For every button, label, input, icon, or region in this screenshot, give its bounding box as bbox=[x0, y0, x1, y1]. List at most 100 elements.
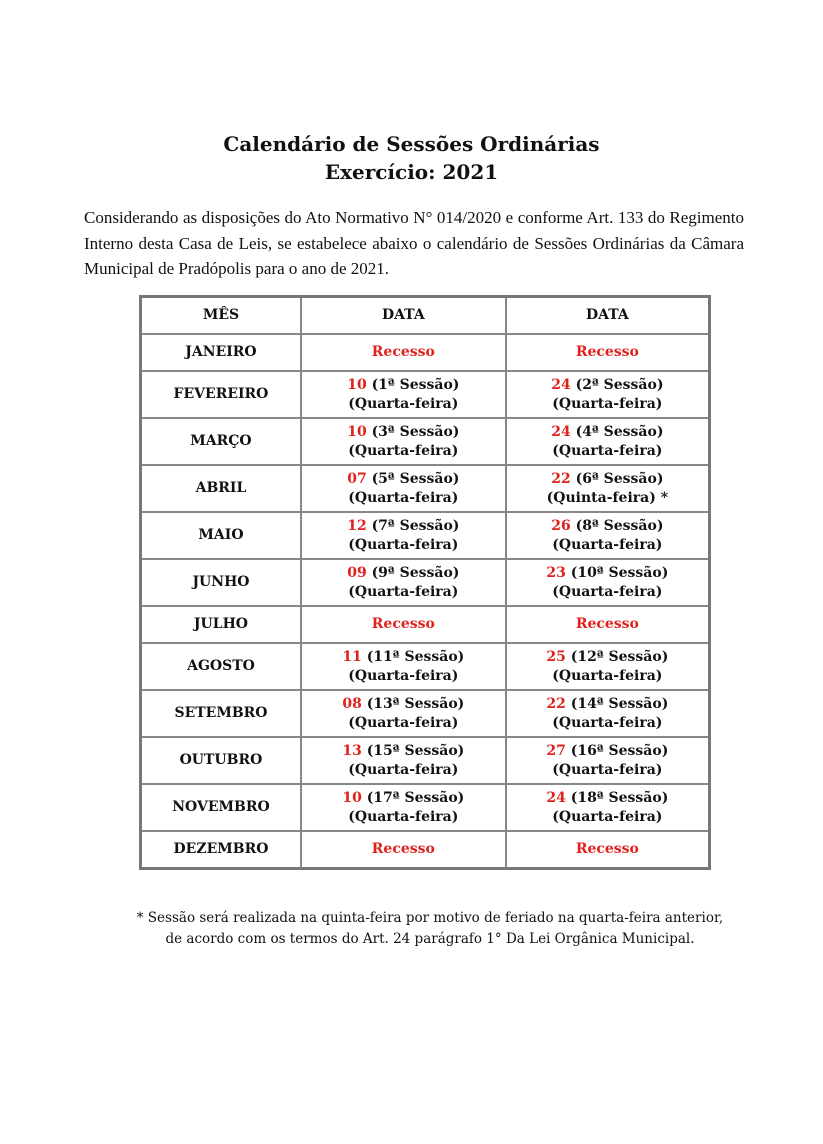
session-day: 25 bbox=[546, 648, 566, 665]
session-number: (9ª Sessão) bbox=[371, 564, 460, 581]
document-title: Calendário de Sessões Ordinárias bbox=[223, 132, 600, 156]
session-weekday: (Quarta-feira) bbox=[552, 395, 663, 412]
date-cell: 23 (10ª Sessão) (Quarta-feira) bbox=[504, 558, 711, 607]
date-cell: 13 (15ª Sessão) (Quarta-feira) bbox=[299, 736, 507, 785]
footnote: * Sessão será realizada na quinta-feira … bbox=[100, 908, 760, 950]
session-number: (10ª Sessão) bbox=[570, 564, 669, 581]
month-cell: OUTUBRO bbox=[139, 736, 302, 785]
session-day: 10 bbox=[347, 376, 367, 393]
month-cell: ABRIL bbox=[139, 464, 302, 513]
table-row: DEZEMBRO Recesso Recesso bbox=[139, 830, 711, 870]
session-day: 08 bbox=[342, 695, 362, 712]
session-number: (16ª Sessão) bbox=[570, 742, 669, 759]
session-day: 09 bbox=[347, 564, 367, 581]
date-cell: 24 (4ª Sessão) (Quarta-feira) bbox=[504, 417, 711, 466]
session-day: 24 bbox=[551, 423, 571, 440]
date-cell: 24 (2ª Sessão) (Quarta-feira) bbox=[504, 370, 711, 419]
table-row: JANEIRO Recesso Recesso bbox=[139, 333, 711, 372]
table-row: AGOSTO 11 (11ª Sessão) (Quarta-feira) 25 (1… bbox=[139, 642, 711, 691]
session-weekday: (Quarta-feira) bbox=[348, 442, 459, 459]
session-number: (6ª Sessão) bbox=[575, 470, 664, 487]
session-weekday: (Quarta-feira) bbox=[552, 808, 663, 825]
date-cell: 22 (6ª Sessão) (Quinta-feira) * bbox=[504, 464, 711, 513]
session-weekday: (Quarta-feira) bbox=[552, 667, 663, 684]
table-row: NOVEMBRO 10 (17ª Sessão) (Quarta-feira) 24 … bbox=[139, 783, 711, 832]
table-row: JULHO Recesso Recesso bbox=[139, 605, 711, 644]
session-number: (3ª Sessão) bbox=[371, 423, 460, 440]
month-cell: JANEIRO bbox=[139, 333, 302, 372]
month-cell: AGOSTO bbox=[139, 642, 302, 691]
month-cell: MAIO bbox=[139, 511, 302, 560]
recess-cell: Recesso bbox=[299, 333, 507, 372]
session-weekday: (Quarta-feira) bbox=[348, 395, 459, 412]
session-number: (11ª Sessão) bbox=[366, 648, 465, 665]
session-day: 24 bbox=[551, 376, 571, 393]
date-cell: 10 (3ª Sessão) (Quarta-feira) bbox=[299, 417, 507, 466]
date-cell: 09 (9ª Sessão) (Quarta-feira) bbox=[299, 558, 507, 607]
session-weekday: (Quarta-feira) bbox=[348, 714, 459, 731]
date-cell: 22 (14ª Sessão) (Quarta-feira) bbox=[504, 689, 711, 738]
month-cell: JULHO bbox=[139, 605, 302, 644]
session-weekday: (Quarta-feira) bbox=[552, 536, 663, 553]
session-weekday: (Quarta-feira) bbox=[348, 667, 459, 684]
session-number: (8ª Sessão) bbox=[575, 517, 664, 534]
date-cell: 10 (17ª Sessão) (Quarta-feira) bbox=[299, 783, 507, 832]
session-weekday: (Quarta-feira) bbox=[552, 761, 663, 778]
document-subtitle: Exercício: 2021 bbox=[324, 160, 499, 184]
table-row: JUNHO 09 (9ª Sessão) (Quarta-feira) 23 (10ª… bbox=[139, 558, 711, 607]
session-day: 22 bbox=[546, 695, 566, 712]
sessions-table: MÊS DATA DATA JANEIRO Recesso Recesso FEVER… bbox=[139, 295, 711, 870]
table-row: SETEMBRO 08 (13ª Sessão) (Quarta-feira) 22 … bbox=[139, 689, 711, 738]
table-row: FEVEREIRO 10 (1ª Sessão) (Quarta-feira) 24 … bbox=[139, 370, 711, 419]
header-month: MÊS bbox=[139, 295, 302, 335]
month-cell: SETEMBRO bbox=[139, 689, 302, 738]
intro-paragraph: Considerando as disposições do Ato Norma… bbox=[84, 208, 744, 278]
recess-cell: Recesso bbox=[299, 830, 507, 870]
session-weekday: (Quarta-feira) bbox=[348, 761, 459, 778]
date-cell: 07 (5ª Sessão) (Quarta-feira) bbox=[299, 464, 507, 513]
table-row: MARÇO 10 (3ª Sessão) (Quarta-feira) 24 (4ª … bbox=[139, 417, 711, 466]
footnote-line-2: de acordo com os termos do Art. 24 parág… bbox=[165, 931, 695, 947]
month-cell: JUNHO bbox=[139, 558, 302, 607]
session-weekday: (Quarta-feira) bbox=[348, 536, 459, 553]
date-cell: 27 (16ª Sessão) (Quarta-feira) bbox=[504, 736, 711, 785]
session-day: 07 bbox=[347, 470, 367, 487]
session-day: 10 bbox=[347, 423, 367, 440]
month-cell: DEZEMBRO bbox=[139, 830, 302, 870]
session-day: 11 bbox=[342, 648, 362, 665]
session-day: 10 bbox=[342, 789, 362, 806]
session-number: (7ª Sessão) bbox=[371, 517, 460, 534]
session-weekday: (Quarta-feira) bbox=[348, 808, 459, 825]
session-number: (5ª Sessão) bbox=[371, 470, 460, 487]
table-header-row: MÊS DATA DATA bbox=[139, 295, 711, 335]
date-cell: 08 (13ª Sessão) (Quarta-feira) bbox=[299, 689, 507, 738]
session-number: (2ª Sessão) bbox=[575, 376, 664, 393]
session-weekday: (Quarta-feira) bbox=[348, 489, 459, 506]
session-number: (17ª Sessão) bbox=[366, 789, 465, 806]
date-cell: 12 (7ª Sessão) (Quarta-feira) bbox=[299, 511, 507, 560]
session-weekday: (Quarta-feira) bbox=[552, 714, 663, 731]
session-number: (13ª Sessão) bbox=[366, 695, 465, 712]
session-day: 24 bbox=[546, 789, 566, 806]
date-cell: 10 (1ª Sessão) (Quarta-feira) bbox=[299, 370, 507, 419]
footnote-line-1: * Sessão será realizada na quinta-feira … bbox=[136, 910, 724, 926]
date-cell: 26 (8ª Sessão) (Quarta-feira) bbox=[504, 511, 711, 560]
session-number: (1ª Sessão) bbox=[371, 376, 460, 393]
session-number: (15ª Sessão) bbox=[366, 742, 465, 759]
recess-cell: Recesso bbox=[299, 605, 507, 644]
session-number: (18ª Sessão) bbox=[570, 789, 669, 806]
session-day: 27 bbox=[546, 742, 566, 759]
recess-cell: Recesso bbox=[504, 333, 711, 372]
session-day: 23 bbox=[546, 564, 566, 581]
session-number: (14ª Sessão) bbox=[570, 695, 669, 712]
recess-cell: Recesso bbox=[504, 605, 711, 644]
session-number: (4ª Sessão) bbox=[575, 423, 664, 440]
session-day: 26 bbox=[551, 517, 571, 534]
recess-cell: Recesso bbox=[504, 830, 711, 870]
month-cell: MARÇO bbox=[139, 417, 302, 466]
session-weekday: (Quinta-feira) * bbox=[546, 489, 669, 506]
month-cell: NOVEMBRO bbox=[139, 783, 302, 832]
date-cell: 25 (12ª Sessão) (Quarta-feira) bbox=[504, 642, 711, 691]
session-day: 22 bbox=[551, 470, 571, 487]
session-weekday: (Quarta-feira) bbox=[552, 583, 663, 600]
